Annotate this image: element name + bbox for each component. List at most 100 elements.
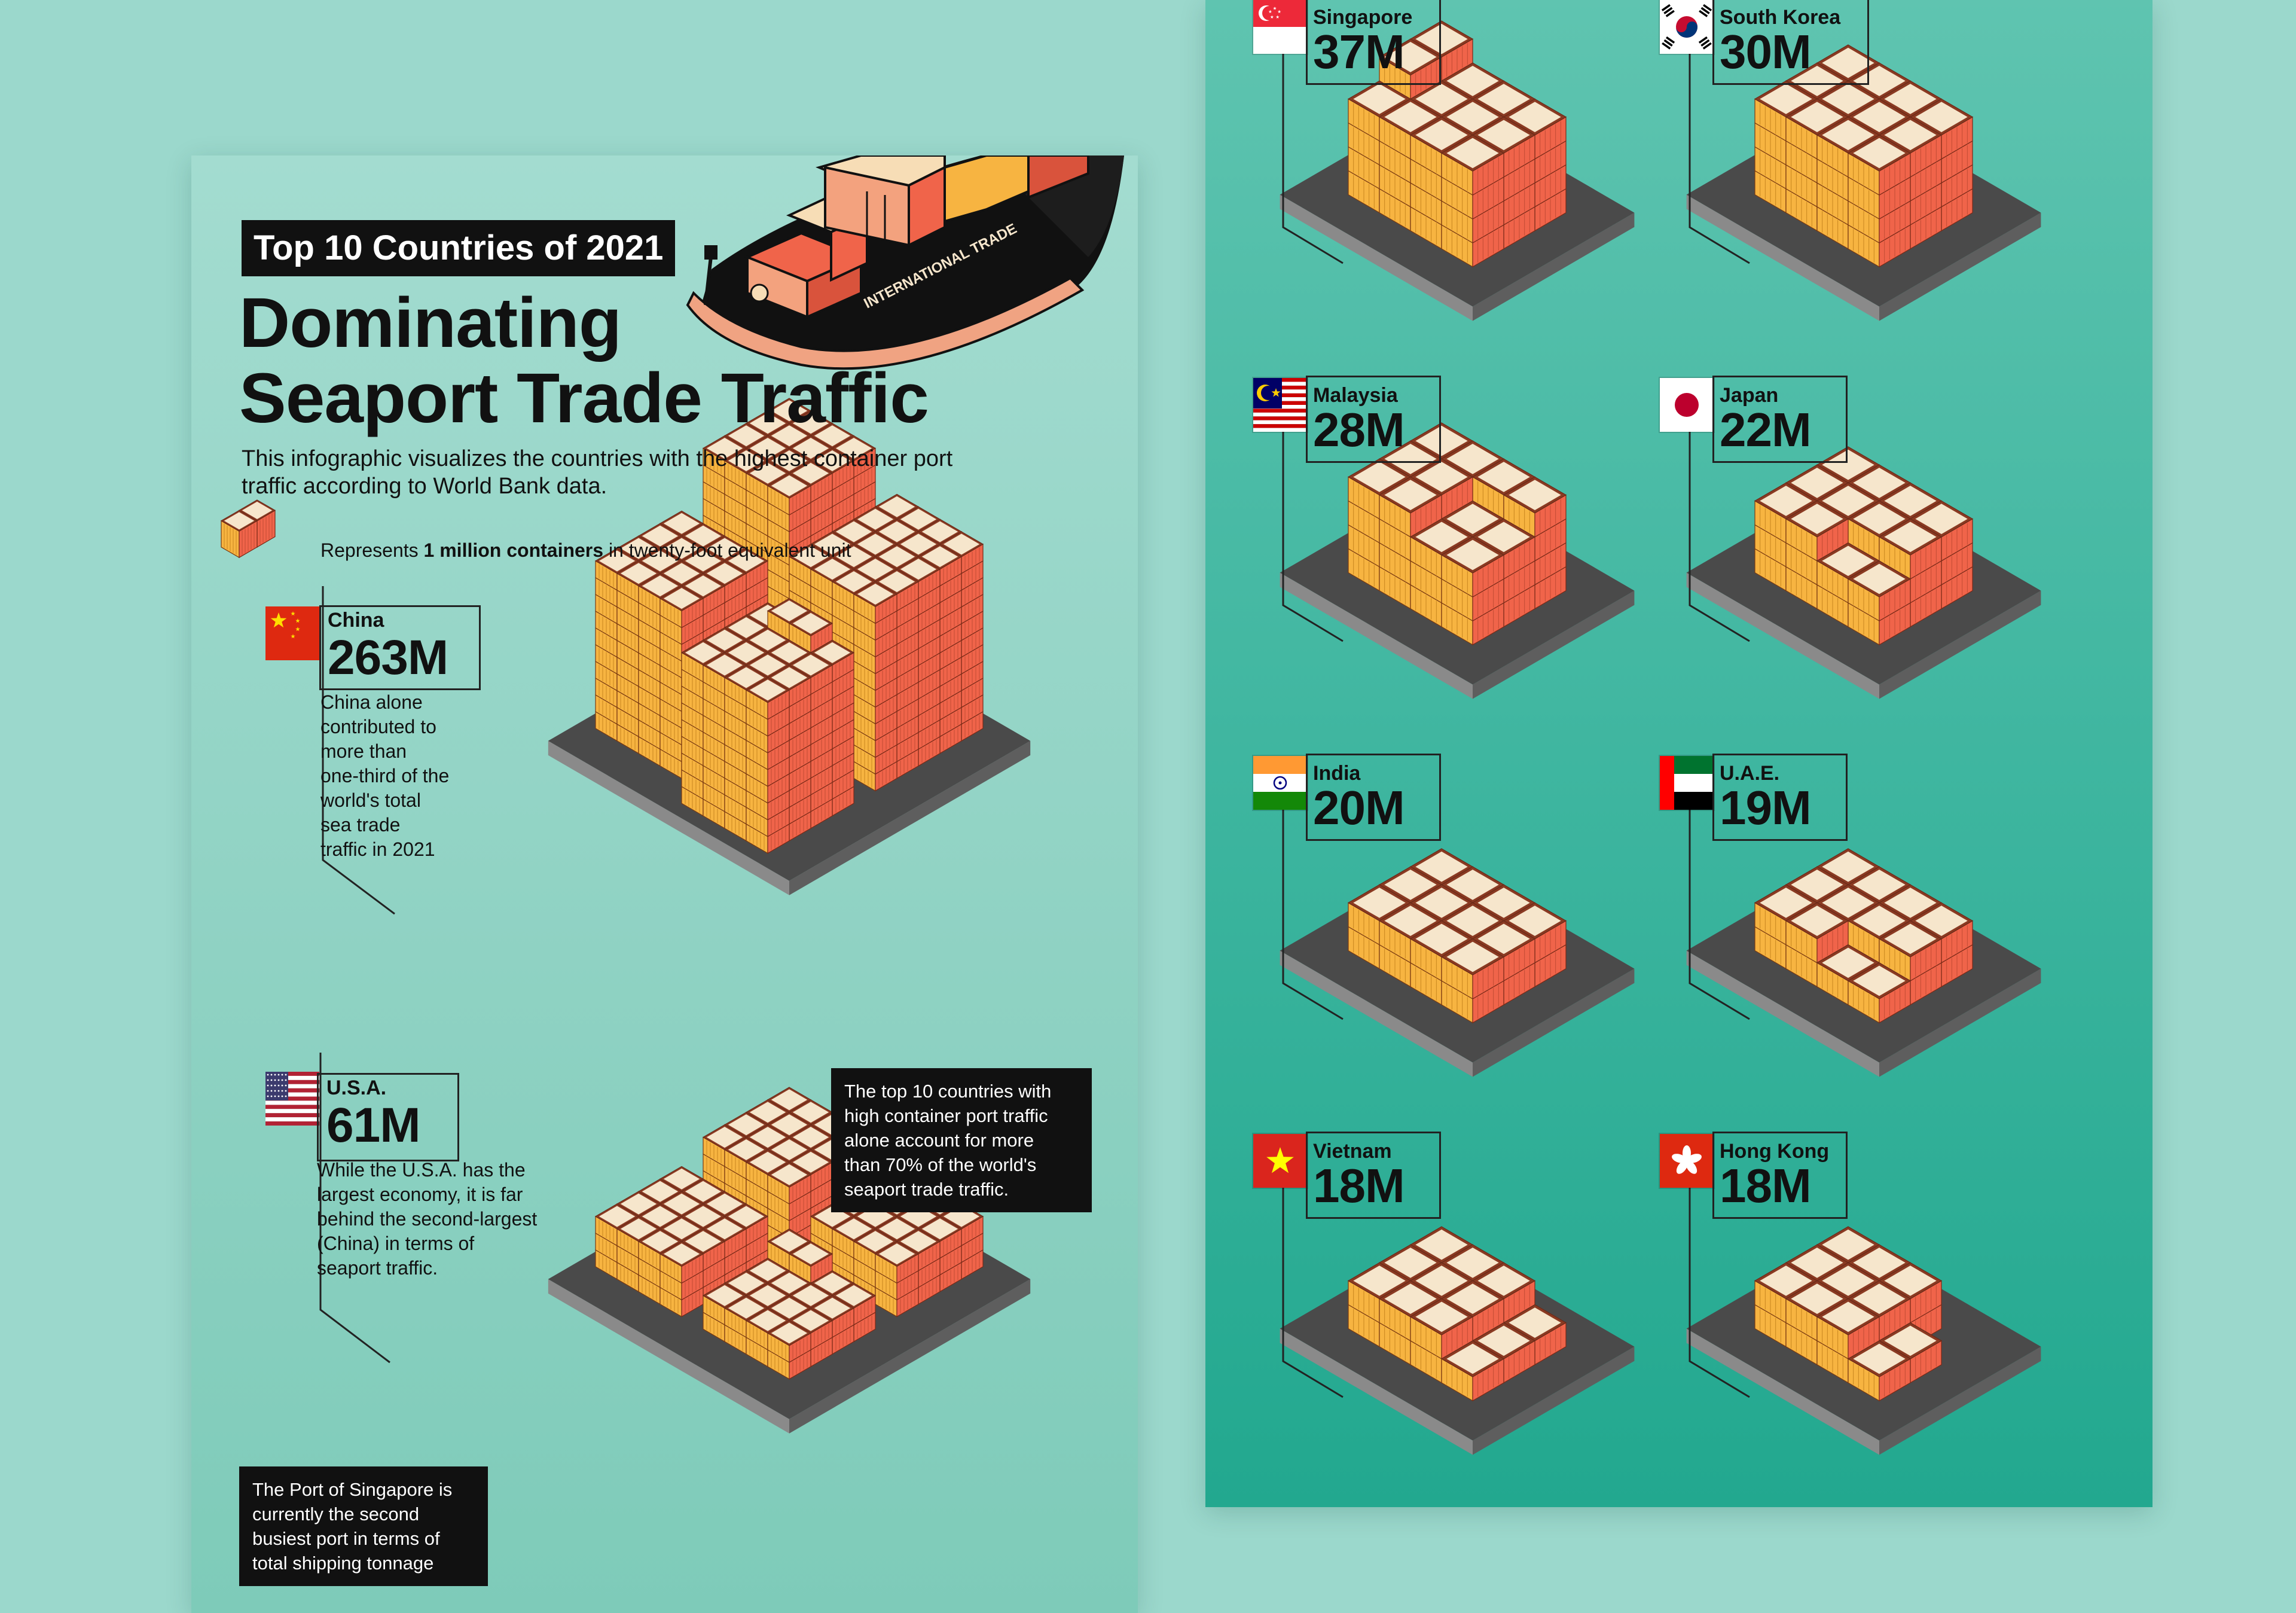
vietnam-leader-line (1282, 1188, 1344, 1398)
singapore-callout-line-4: total shipping tonnage (252, 1553, 434, 1574)
hong-kong-value: 18M (1720, 1159, 1812, 1212)
uae-value: 19M (1720, 781, 1812, 834)
china-leader-line (322, 586, 395, 915)
china-note-line-6: sea trade (320, 814, 401, 836)
top10-callout-line-2: high container port traffic (844, 1105, 1048, 1126)
top10-callout-line-5: seaport trade traffic. (844, 1179, 1009, 1200)
top10-callout-line-4: than 70% of the world's (844, 1154, 1037, 1175)
legend-prefix: Represents (320, 539, 424, 561)
top10-callout-line-3: alone account for more (844, 1130, 1034, 1151)
japan-value: 22M (1720, 403, 1812, 456)
right-panel: Singapore 37M South Korea 30M Malaysia 28M Jap… (1205, 0, 2152, 1507)
usa-leader-line (319, 1053, 390, 1364)
malaysia-flag-icon (1253, 378, 1307, 432)
singapore-callout-line-3: busiest port in terms of (252, 1528, 440, 1549)
china-country-name: China (328, 609, 384, 632)
south-korea-leader-line (1689, 54, 1750, 264)
china-note-line-5: world's total (320, 789, 421, 811)
india-label-box (1306, 754, 1441, 841)
usa-flag-icon (265, 1072, 319, 1126)
china-note-line-1: China alone (320, 691, 423, 713)
south-korea-country-name: South Korea (1720, 6, 1841, 29)
malaysia-country-name: Malaysia (1313, 384, 1398, 407)
top10-callout: The top 10 countries with high container … (831, 1068, 1092, 1212)
top10-callout-line-1: The top 10 countries with (844, 1081, 1052, 1102)
china-label-box (319, 605, 481, 690)
singapore-callout-line-1: The Port of Singapore is (252, 1479, 453, 1500)
china-flag-icon (265, 606, 319, 660)
china-note-line-2: contributed to (320, 716, 436, 737)
hong-kong-country-name: Hong Kong (1720, 1140, 1830, 1163)
china-note-line-7: traffic in 2021 (320, 838, 435, 860)
south-korea-value: 30M (1720, 25, 1812, 78)
usa-note-line-4: (China) in terms of (317, 1233, 475, 1254)
usa-container-stack (548, 1087, 1031, 1434)
page-title-line1: Dominating (239, 283, 622, 362)
singapore-flag-icon (1253, 0, 1307, 54)
japan-flag-icon (1660, 378, 1714, 432)
hong-kong-flag-icon (1660, 1134, 1714, 1188)
singapore-leader-line (1282, 54, 1344, 264)
legend-bold: 1 million containers (423, 539, 604, 561)
vietnam-label-box (1306, 1132, 1441, 1219)
left-panel: INTERNATIONAL TRADE Top 10 Countries of … (191, 155, 1138, 1613)
legend-suffix: in twenty-foot equivalent unit (603, 539, 851, 561)
india-container-stack (1280, 848, 1635, 1077)
uae-country-name: U.A.E. (1720, 762, 1780, 785)
india-flag-icon (1253, 756, 1307, 810)
malaysia-container-stack (1280, 422, 1635, 699)
vietnam-flag-icon (1253, 1134, 1307, 1188)
china-container-stack (548, 398, 1031, 895)
japan-label-box (1712, 376, 1848, 463)
india-value: 20M (1313, 781, 1405, 834)
hong-kong-label-box (1712, 1132, 1848, 1219)
hong-kong-container-stack (1686, 1226, 2041, 1455)
malaysia-label-box (1306, 376, 1441, 463)
vietnam-container-stack (1280, 1226, 1635, 1455)
singapore-value: 37M (1313, 25, 1405, 78)
south-korea-label-box (1712, 0, 1869, 85)
intro-line2: traffic according to World Bank data. (242, 474, 607, 499)
china-note-line-4: one-third of the (320, 765, 450, 786)
intro-line1: This infographic visualizes the countrie… (242, 446, 953, 471)
singapore-callout: The Port of Singapore is currently the se… (239, 1466, 488, 1586)
japan-container-stack (1686, 446, 2041, 699)
south-korea-container-stack (1686, 44, 2041, 321)
india-country-name: India (1313, 762, 1361, 785)
singapore-callout-line-2: currently the second (252, 1504, 420, 1524)
page-title-line2: Seaport Trade Traffic (239, 359, 929, 438)
usa-note-line-5: seaport traffic. (317, 1257, 438, 1279)
china-note-line-3: more than (320, 740, 407, 762)
uae-leader-line (1689, 810, 1750, 1020)
uae-flag-icon (1660, 756, 1714, 810)
south-korea-flag-icon (1660, 0, 1714, 54)
singapore-container-stack (1280, 20, 1635, 321)
china-value: 263M (328, 630, 448, 685)
vietnam-country-name: Vietnam (1313, 1140, 1392, 1163)
usa-country-name: U.S.A. (326, 1077, 387, 1099)
legend-text: Represents 1 million containers in twent… (320, 539, 851, 562)
singapore-label-box (1306, 0, 1441, 85)
top-countries-tag: Top 10 Countries of 2021 (242, 220, 676, 276)
uae-label-box (1712, 754, 1848, 841)
usa-note: While the U.S.A. has the largest economy,… (317, 1158, 537, 1280)
india-leader-line (1282, 810, 1344, 1020)
japan-leader-line (1689, 432, 1750, 642)
hong-kong-leader-line (1689, 1188, 1750, 1398)
singapore-country-name: Singapore (1313, 6, 1413, 29)
right-art (1280, 20, 2041, 1455)
china-note: China alone contributed to more than one-th… (320, 690, 449, 862)
usa-note-line-1: While the U.S.A. has the (317, 1159, 526, 1181)
usa-value: 61M (326, 1098, 421, 1152)
usa-note-line-3: behind the second-largest (317, 1208, 538, 1230)
legend-container-icon (220, 499, 276, 559)
usa-label-box (317, 1073, 459, 1161)
malaysia-value: 28M (1313, 403, 1405, 456)
left-art: INTERNATIONAL TRADE (220, 155, 1124, 1434)
japan-country-name: Japan (1720, 384, 1779, 407)
uae-container-stack (1686, 848, 2041, 1077)
usa-note-line-2: largest economy, it is far (317, 1184, 523, 1205)
vietnam-value: 18M (1313, 1159, 1405, 1212)
cargo-ship: INTERNATIONAL TRADE (686, 155, 1124, 370)
malaysia-leader-line (1282, 432, 1344, 642)
